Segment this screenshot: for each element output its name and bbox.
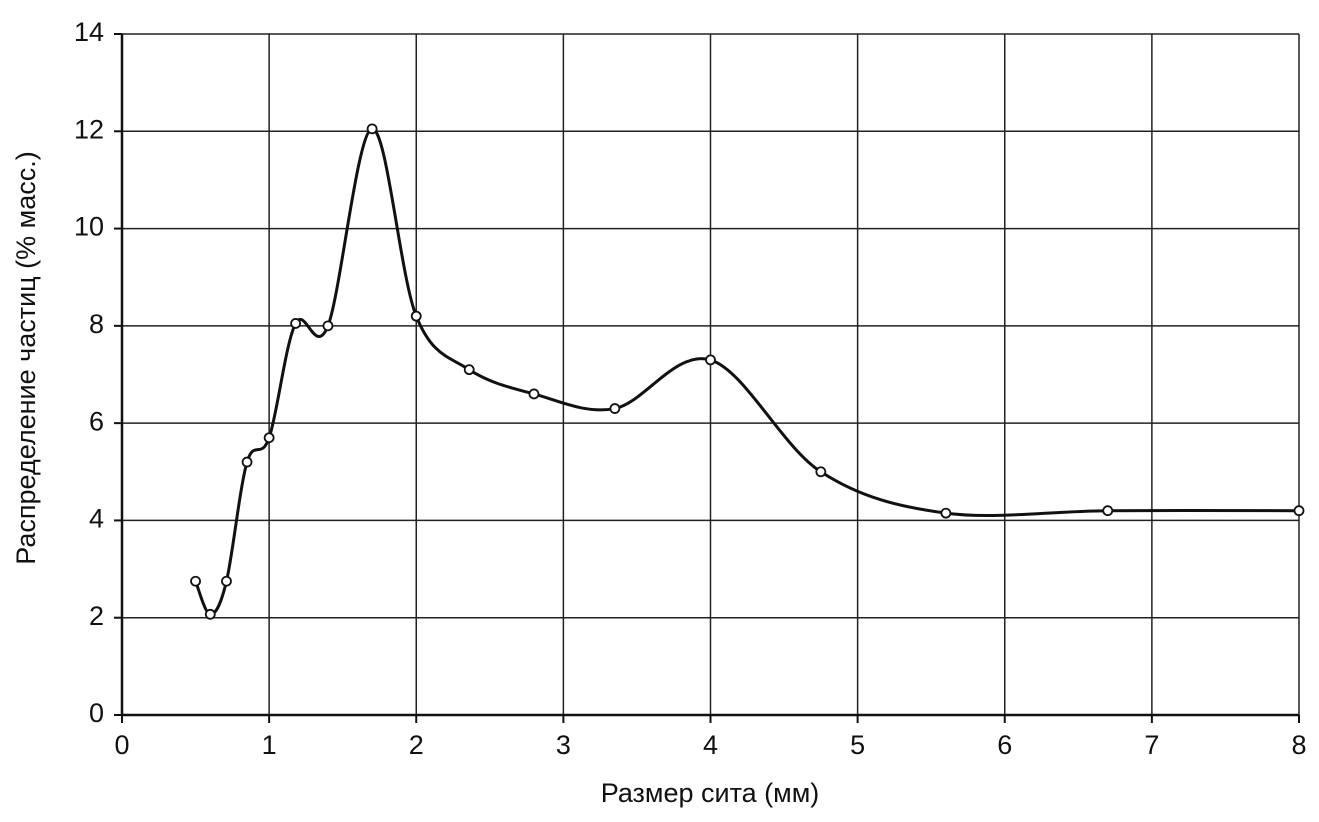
point	[609, 403, 621, 414]
x-tick-label: 3	[556, 730, 571, 760]
x-tick-label: 6	[997, 730, 1012, 760]
point	[190, 575, 201, 587]
point	[1102, 505, 1114, 517]
x-tick-label: 7	[1144, 730, 1159, 760]
y-axis-label: Распределение частиц (% масс.)	[11, 151, 41, 564]
point	[940, 507, 952, 519]
x-tick-label: 2	[409, 730, 424, 760]
line	[194, 127, 1300, 616]
point	[204, 608, 216, 620]
x-tick-label: 8	[1291, 730, 1306, 760]
point	[1293, 505, 1305, 517]
x-axis-label: Размер сита (мм)	[601, 778, 820, 808]
y-tick-label: 0	[89, 698, 104, 728]
x-tick-label: 5	[850, 730, 865, 760]
point	[290, 318, 302, 329]
point	[410, 310, 422, 322]
point	[815, 466, 827, 478]
x-tick-label: 4	[703, 730, 718, 760]
point	[263, 432, 275, 444]
point	[528, 388, 540, 400]
y-tick-label: 14	[74, 17, 104, 47]
y-tick-label: 12	[74, 114, 104, 144]
x-tick-label: 0	[114, 730, 129, 760]
point	[366, 123, 378, 135]
y-tick-label: 8	[89, 309, 104, 339]
y-tick-label: 2	[89, 601, 104, 631]
point	[463, 364, 475, 376]
y-tick-label: 4	[89, 504, 104, 534]
y-tick-label: 6	[89, 406, 104, 436]
point	[221, 575, 232, 587]
y-tick-label: 10	[74, 212, 104, 242]
point	[241, 456, 253, 468]
point	[322, 320, 334, 332]
x-tick-label: 1	[262, 730, 277, 760]
point	[705, 354, 716, 366]
